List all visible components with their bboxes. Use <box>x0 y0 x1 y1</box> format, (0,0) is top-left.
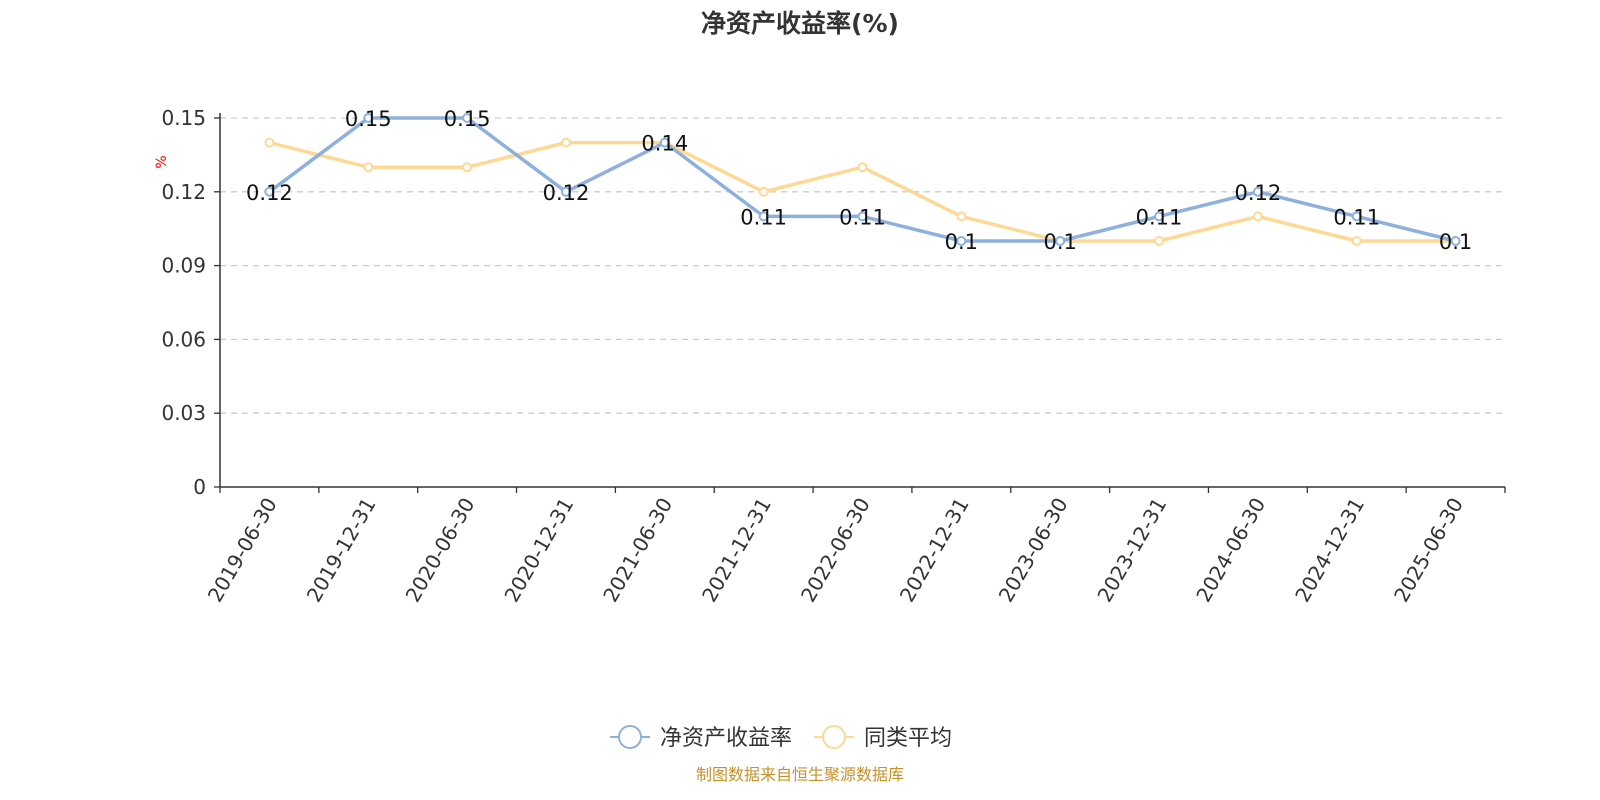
data-label: 0.11 <box>1333 205 1380 229</box>
data-point <box>264 186 275 197</box>
data-point <box>1351 211 1362 222</box>
legend-item[interactable]: 同类平均 <box>814 725 952 751</box>
data-label: 0.1 <box>1043 230 1076 254</box>
legend-item[interactable]: 净资产收益率 <box>610 725 792 751</box>
x-tick-label: 2022-06-30 <box>796 494 875 607</box>
data-point <box>1252 186 1263 197</box>
data-point <box>1055 236 1066 246</box>
data-label: 0.12 <box>246 181 293 205</box>
data-point <box>758 211 769 222</box>
data-label: 0.1 <box>1439 230 1472 254</box>
data-label: 0.15 <box>444 107 491 131</box>
y-tick-label: 0.12 <box>161 180 206 204</box>
data-label: 0.11 <box>1136 205 1183 229</box>
legend-label: 同类平均 <box>864 726 952 751</box>
data-point <box>1351 236 1362 246</box>
source-note: 制图数据来自恒生聚源数据库 <box>696 765 904 784</box>
x-tick-label: 2024-06-30 <box>1191 494 1270 607</box>
data-point <box>1450 236 1461 246</box>
x-tick-label: 2019-12-31 <box>302 494 381 607</box>
data-point <box>1154 211 1165 222</box>
x-tick-label: 2020-12-31 <box>499 494 578 607</box>
data-label: 0.12 <box>543 181 590 205</box>
data-point <box>956 211 967 222</box>
x-tick-label: 2020-06-30 <box>401 493 480 606</box>
data-point <box>857 211 868 222</box>
y-tick-label: 0.06 <box>161 327 206 351</box>
data-label: 0.1 <box>945 230 978 254</box>
x-tick-label: 2021-06-30 <box>598 494 677 607</box>
data-point <box>560 186 571 197</box>
legend-circle-icon <box>618 725 642 749</box>
data-point <box>1154 236 1165 246</box>
data-point <box>363 113 374 123</box>
data-label: 0.11 <box>839 205 886 229</box>
x-tick-label: 2022-12-31 <box>895 494 974 607</box>
data-label: 0.15 <box>345 107 392 131</box>
y-tick-label: 0.09 <box>161 254 206 278</box>
y-axis-unit: % <box>154 155 170 168</box>
data-point <box>560 137 571 148</box>
x-tick-label: 2024-12-31 <box>1290 494 1369 607</box>
data-point <box>462 113 473 123</box>
data-point <box>363 162 374 173</box>
data-point <box>462 162 473 173</box>
legend-label: 净资产收益率 <box>660 726 792 751</box>
y-tick-label: 0.03 <box>161 401 206 425</box>
x-tick-label: 2019-06-30 <box>203 494 282 607</box>
data-point <box>857 162 868 173</box>
data-point <box>1252 211 1263 222</box>
data-point <box>758 186 769 197</box>
data-label: 0.11 <box>740 205 787 229</box>
x-tick-label: 2023-12-31 <box>1092 494 1171 607</box>
x-tick-label: 2025-06-30 <box>1389 494 1468 607</box>
x-tick-label: 2023-06-30 <box>994 494 1073 607</box>
data-point <box>659 137 670 148</box>
y-tick-label: 0 <box>193 475 206 499</box>
legend-circle-icon <box>822 725 846 749</box>
data-label: 0.14 <box>641 132 688 156</box>
data-point <box>956 236 967 246</box>
data-point <box>264 137 275 148</box>
data-label: 0.12 <box>1235 181 1282 205</box>
x-tick-label: 2021-12-31 <box>697 494 776 607</box>
y-tick-label: 0.15 <box>161 106 206 130</box>
chart-title: 净资产收益率(%) <box>701 9 899 38</box>
